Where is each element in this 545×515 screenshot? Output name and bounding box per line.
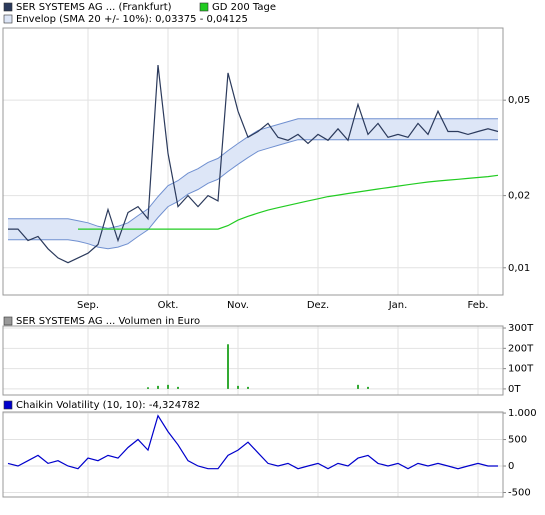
line — [7, 414, 498, 470]
x-tick-label: Jan. — [388, 300, 408, 311]
bar — [227, 344, 229, 389]
y-tick-label: 0 — [508, 461, 514, 472]
line — [8, 65, 499, 264]
plot-frame — [2, 325, 504, 396]
y-tick-label: 200T — [508, 343, 534, 354]
plot-frame — [2, 411, 504, 498]
y-tick-label: 0,02 — [508, 191, 530, 202]
bar — [357, 384, 359, 389]
x-tick-label: Okt. — [158, 300, 179, 311]
y-tick-label: 0,01 — [508, 263, 530, 274]
envelope-upper — [8, 118, 498, 229]
legend-label: Chaikin Volatility (10, 10): -4,324782 — [16, 400, 200, 411]
envelope-lower — [8, 139, 498, 250]
bar — [147, 387, 149, 389]
x-tick-label: Sep. — [77, 300, 99, 311]
y-tick-label: 0T — [508, 384, 521, 395]
x-tick-label: Feb. — [468, 300, 489, 311]
legend-swatch — [3, 400, 13, 410]
legend-label: SER SYSTEMS AG ... (Frankfurt) — [16, 2, 172, 13]
legend-swatch — [3, 316, 13, 326]
legend-label: Envelop (SMA 20 +/- 10%): 0,03375 - 0,04… — [16, 14, 248, 25]
y-tick-label: 0,05 — [508, 95, 530, 106]
y-tick-label: 500 — [508, 435, 527, 446]
bar — [157, 385, 159, 389]
y-tick-label: 100T — [508, 364, 534, 375]
x-tick-label: Dez. — [307, 300, 329, 311]
bar — [237, 385, 239, 389]
y-tick-label: 1.000 — [508, 408, 537, 419]
line — [78, 174, 499, 230]
bar — [177, 386, 179, 389]
legend-label: GD 200 Tage — [212, 2, 276, 13]
y-tick-label: 300T — [508, 323, 534, 334]
plot-frame — [2, 27, 504, 296]
bar — [247, 386, 249, 389]
legend-label: SER SYSTEMS AG ... Volumen in Euro — [16, 316, 200, 327]
legend-swatch — [3, 14, 13, 24]
bar — [367, 386, 369, 389]
y-tick-label: -500 — [508, 487, 531, 498]
bar — [167, 384, 169, 389]
legend-swatch — [199, 2, 209, 12]
x-tick-label: Nov. — [227, 300, 249, 311]
legend-swatch — [3, 2, 13, 12]
